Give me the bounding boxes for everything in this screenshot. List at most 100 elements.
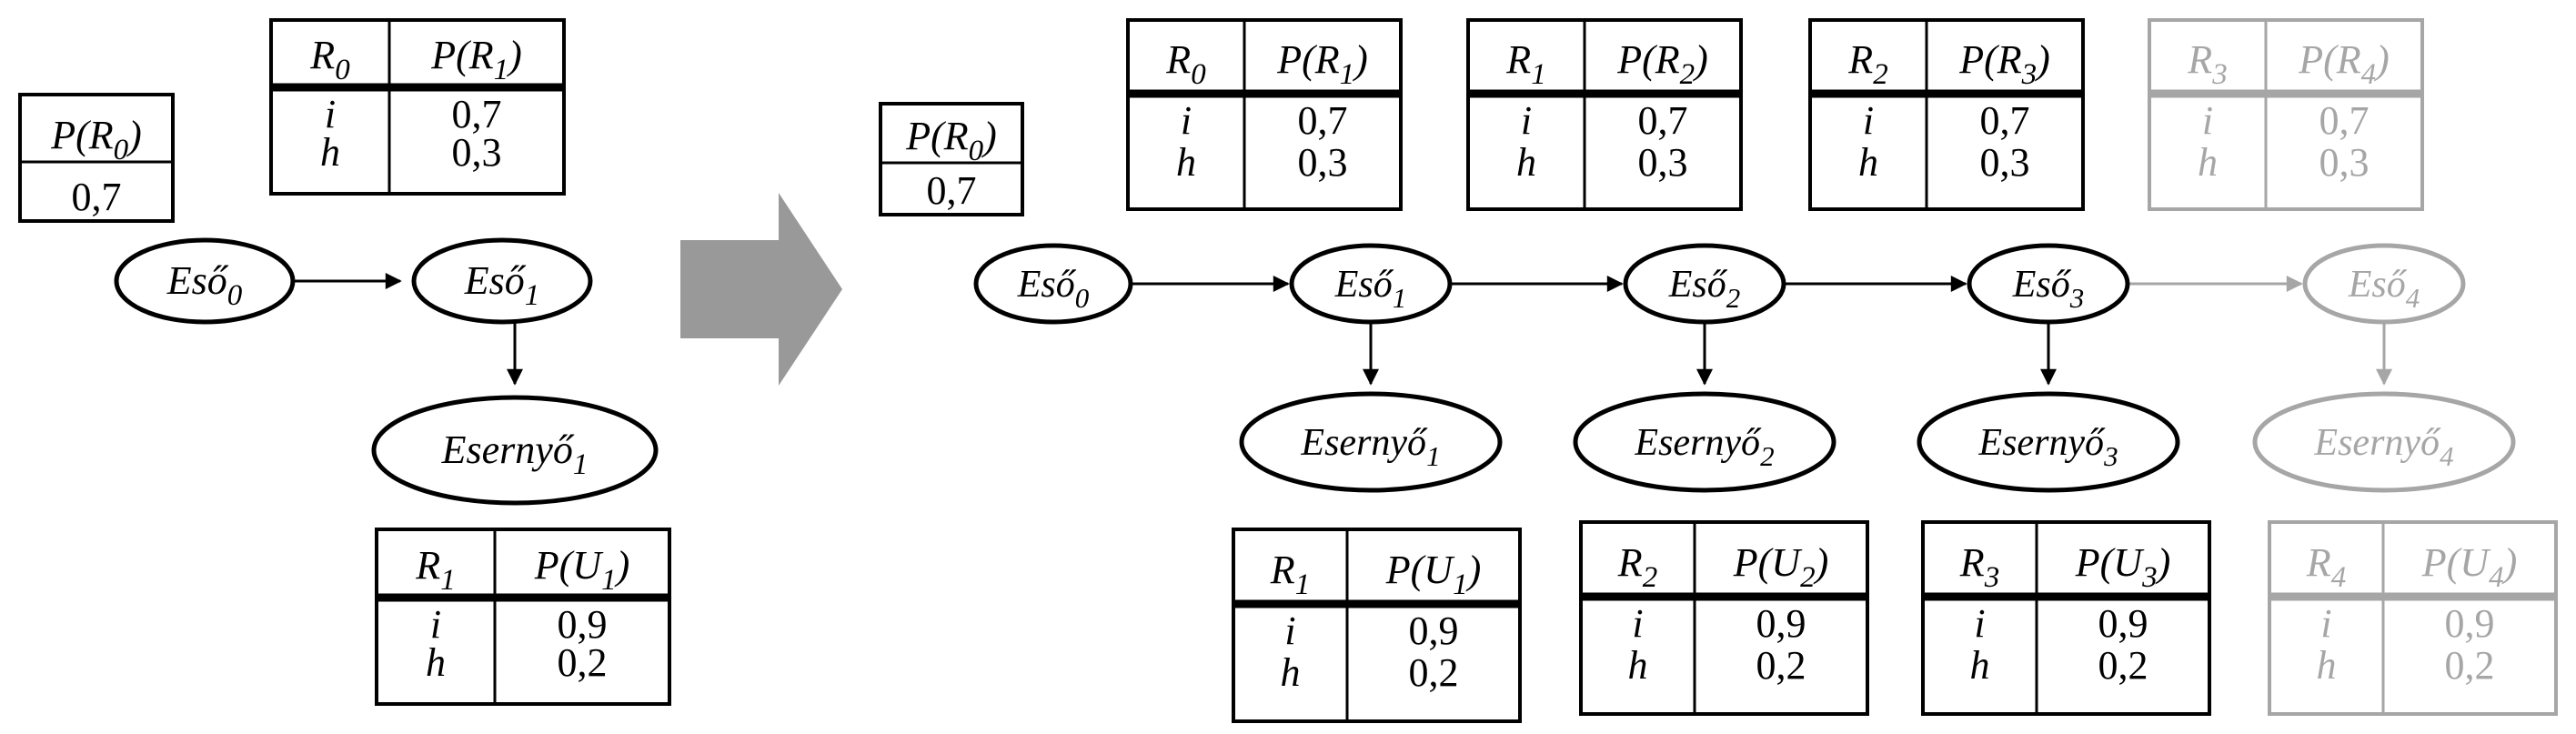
right-transition-table-4-header-prob: P(R4) bbox=[2298, 37, 2390, 91]
right-transition-table-1-row-value: 0,7 bbox=[1298, 98, 1348, 143]
right-prior-table-border bbox=[879, 102, 1024, 216]
left-transition-table-row-value: 0,7 bbox=[452, 92, 502, 136]
right-sensor-table-1-border bbox=[1232, 528, 1522, 723]
left-sensor-table-header-parent: R1 bbox=[415, 543, 455, 597]
right-node-umbrella1-label: Esernyő1 bbox=[1300, 422, 1440, 472]
tables-layer: P(R0)0,7R0 P(R1)i 0,7h 0,3R1 P(U1)i 0,9h 0,2P(… bbox=[18, 18, 2558, 723]
left-transition-table: R0 P(R1) i 0,7 h 0,3 bbox=[269, 18, 566, 196]
right-sensor-table-4-header-prob: P(U4) bbox=[2421, 540, 2517, 594]
right-node-rain1-label: Eső1 bbox=[1334, 264, 1407, 314]
right-node-rain2-label: Eső2 bbox=[1668, 264, 1741, 314]
right-node-umbrella1-outline bbox=[1239, 391, 1503, 493]
right-transition-table-1-header-prob: P(R1) bbox=[1276, 37, 1368, 91]
right-sensor-table-1-header-parent: R1 bbox=[1270, 548, 1310, 601]
nodes-layer: Eső0 Eső1 Esernyő1 Eső0 Eső1 Esernyő1 Eső2 Eser… bbox=[114, 237, 2516, 506]
right-sensor-table-2-row-value: 0,9 bbox=[1756, 601, 1806, 646]
right-transition-table-4-row-key: h bbox=[2198, 140, 2218, 185]
right-transition-table-1-row-key: i bbox=[1181, 98, 1192, 143]
right-transition-table-3-row-key: h bbox=[1858, 140, 1878, 185]
right-sensor-table-4-row-value: 0,2 bbox=[2445, 643, 2495, 688]
edges-layer bbox=[286, 193, 2392, 386]
left-transition-table-row-key: i bbox=[325, 92, 336, 136]
right-node-umbrella1: Esernyő1 bbox=[1239, 391, 1503, 493]
left-sensor-table-row-key: i bbox=[430, 602, 441, 647]
left-prior-table-value: 0,7 bbox=[72, 175, 122, 219]
right-node-rain4-label: Eső4 bbox=[2348, 264, 2420, 314]
right-transition-table-3-header-parent: R2 bbox=[1847, 37, 1887, 91]
right-sensor-table-3-row-key: h bbox=[1970, 643, 1990, 688]
right-sensor-table-3-header-parent: R3 bbox=[1959, 540, 1999, 594]
left-sensor-table: R1 P(U1) i 0,9 h 0,2 bbox=[375, 528, 671, 706]
right-node-rain3: Eső3 bbox=[1967, 243, 2130, 325]
unroll-arrow bbox=[680, 193, 842, 386]
left-node-umbrella1-outline bbox=[371, 395, 659, 506]
right-node-umbrella3-label: Esernyő3 bbox=[1977, 422, 2118, 472]
right-transition-table-1-border bbox=[1126, 18, 1403, 211]
left-sensor-table-row-value: 0,2 bbox=[558, 640, 608, 685]
left-node-rain0: Eső0 bbox=[114, 237, 296, 325]
right-sensor-table-1-row-value: 0,2 bbox=[1409, 650, 1459, 695]
right-sensor-table-1-row-value: 0,9 bbox=[1409, 608, 1459, 653]
right-sensor-table-4-border bbox=[2268, 520, 2558, 716]
right-sensor-table-1-row-key: i bbox=[1284, 608, 1295, 653]
right-transition-table-2: R1 P(R2) i 0,7 h 0,3 bbox=[1466, 18, 1743, 211]
right-transition-table-4-row-value: 0,3 bbox=[2319, 140, 2370, 185]
right-sensor-table-3: R3 P(U3) i 0,9 h 0,2 bbox=[1921, 520, 2211, 716]
right-transition-table-4-row-value: 0,7 bbox=[2319, 98, 2370, 143]
left-node-rain1: Eső1 bbox=[411, 237, 593, 325]
right-node-rain4: Eső4 bbox=[2302, 243, 2466, 325]
left-prior-table-border bbox=[18, 93, 175, 223]
right-sensor-table-1-header-prob: P(U1) bbox=[1385, 548, 1481, 601]
left-node-rain0-outline bbox=[114, 237, 296, 325]
right-node-rain3-outline bbox=[1967, 243, 2130, 325]
left-prior-table: P(R0) 0,7 bbox=[18, 93, 175, 223]
right-transition-table-1-row-key: h bbox=[1176, 140, 1196, 185]
right-transition-table-4-row-key: i bbox=[2202, 98, 2213, 143]
right-transition-table-4-border bbox=[2148, 18, 2424, 211]
left-transition-table-header-prob: P(R1) bbox=[430, 33, 522, 86]
right-prior-table-header: P(R0) bbox=[905, 114, 997, 167]
right-transition-table-2-header-parent: R1 bbox=[1505, 37, 1545, 91]
left-sensor-table-row-value: 0,9 bbox=[558, 602, 608, 647]
right-node-rain1: Eső1 bbox=[1289, 243, 1453, 325]
right-sensor-table-4-header-parent: R4 bbox=[2306, 540, 2346, 594]
right-sensor-table-3-border bbox=[1921, 520, 2211, 716]
right-sensor-table-3-row-key: i bbox=[1974, 601, 1985, 646]
right-sensor-table-3-header-prob: P(U3) bbox=[2075, 540, 2170, 594]
right-transition-table-3-header-prob: P(R3) bbox=[1958, 37, 2050, 91]
right-transition-table-2-row-key: i bbox=[1521, 98, 1532, 143]
right-node-umbrella2-label: Esernyő2 bbox=[1634, 422, 1774, 472]
left-node-rain1-outline bbox=[411, 237, 593, 325]
right-node-rain1-outline bbox=[1289, 243, 1453, 325]
right-transition-table-1: R0 P(R1) i 0,7 h 0,3 bbox=[1126, 18, 1403, 211]
right-transition-table-3-row-value: 0,7 bbox=[1980, 98, 2030, 143]
right-sensor-table-2-row-key: i bbox=[1632, 601, 1643, 646]
right-sensor-table-1: R1 P(U1) i 0,9 h 0,2 bbox=[1232, 528, 1522, 723]
right-transition-table-2-border bbox=[1466, 18, 1743, 211]
right-node-rain2: Eső2 bbox=[1623, 243, 1786, 325]
left-transition-table-border bbox=[269, 18, 566, 196]
right-node-umbrella4-label: Esernyő4 bbox=[2313, 422, 2453, 472]
left-transition-table-row-key: h bbox=[320, 130, 340, 175]
right-node-rain0-outline bbox=[973, 243, 1133, 325]
right-node-rain0-label: Eső0 bbox=[1017, 264, 1090, 314]
right-node-umbrella2: Esernyő2 bbox=[1573, 391, 1836, 493]
left-sensor-table-header-prob: P(U1) bbox=[534, 543, 629, 597]
right-transition-table-4: R3 P(R4) i 0,7 h 0,3 bbox=[2148, 18, 2424, 211]
left-transition-table-row-value: 0,3 bbox=[452, 130, 502, 175]
right-transition-table-2-row-key: h bbox=[1516, 140, 1536, 185]
right-sensor-table-4-row-value: 0,9 bbox=[2445, 601, 2495, 646]
left-node-rain0-label: Eső0 bbox=[166, 258, 243, 312]
right-transition-table-2-row-value: 0,3 bbox=[1638, 140, 1688, 185]
right-transition-table-3-row-value: 0,3 bbox=[1980, 140, 2030, 185]
left-node-rain1-label: Eső1 bbox=[464, 258, 540, 312]
right-transition-table-1-row-value: 0,3 bbox=[1298, 140, 1348, 185]
right-sensor-table-3-row-value: 0,2 bbox=[2098, 643, 2148, 688]
right-node-umbrella3: Esernyő3 bbox=[1917, 391, 2180, 493]
left-node-umbrella1-label: Esernyő1 bbox=[441, 427, 589, 481]
right-node-umbrella3-outline bbox=[1917, 391, 2180, 493]
right-node-umbrella4-outline bbox=[2252, 391, 2516, 493]
right-transition-table-2-row-value: 0,7 bbox=[1638, 98, 1688, 143]
right-prior-table-value: 0,7 bbox=[927, 168, 977, 213]
right-prior-table: P(R0)0,7 bbox=[879, 102, 1024, 216]
